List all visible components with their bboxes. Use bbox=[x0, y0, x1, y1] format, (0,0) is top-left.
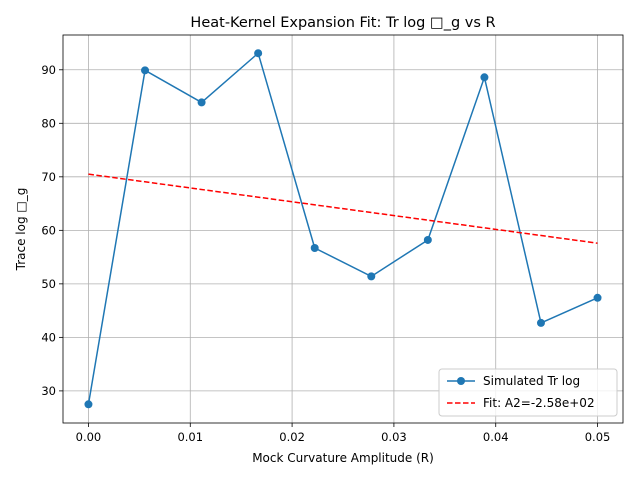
fit-line bbox=[88, 173, 598, 244]
data-point bbox=[423, 235, 432, 244]
data-point bbox=[536, 318, 545, 327]
y-tick-label: 90 bbox=[41, 63, 56, 77]
y-tick-label: 80 bbox=[41, 116, 56, 130]
legend-label-simulated: Simulated Tr log bbox=[483, 374, 580, 388]
data-point bbox=[141, 66, 150, 75]
plot-frame bbox=[62, 34, 624, 424]
x-tick-label: 0.02 bbox=[279, 430, 305, 444]
series-line bbox=[87, 51, 598, 405]
ticks: 0.00 0.01 0.02 0.03 0.04 0.05 30 40 50 60 70 80 90 bbox=[41, 63, 610, 444]
legend-marker-simulated bbox=[457, 377, 465, 385]
x-tick-label: 0.05 bbox=[585, 430, 611, 444]
legend-label-fit: Fit: A2=-2.58e+02 bbox=[483, 396, 595, 410]
y-tick-label: 40 bbox=[41, 330, 56, 344]
legend-box bbox=[438, 368, 618, 417]
y-tick-label: 50 bbox=[41, 277, 56, 291]
series-layer bbox=[84, 49, 602, 409]
legend: Simulated Tr log Fit: A2=-2.58e+02 bbox=[438, 368, 618, 417]
data-point bbox=[480, 73, 489, 82]
data-point bbox=[84, 400, 93, 409]
y-tick-label: 60 bbox=[41, 223, 56, 237]
x-tick-label: 0.04 bbox=[483, 430, 509, 444]
y-tick-label: 70 bbox=[41, 170, 56, 184]
y-tick-label: 30 bbox=[41, 384, 56, 398]
data-point bbox=[310, 243, 319, 252]
data-point bbox=[367, 272, 376, 281]
y-axis-label: Trace log □_g bbox=[14, 188, 28, 272]
data-point bbox=[254, 49, 263, 58]
x-tick-label: 0.03 bbox=[381, 430, 407, 444]
x-tick-label: 0.01 bbox=[177, 430, 203, 444]
x-tick-label: 0.00 bbox=[76, 430, 102, 444]
chart-title: Heat-Kernel Expansion Fit: Tr log □_g vs… bbox=[190, 15, 495, 31]
grid bbox=[63, 35, 623, 423]
data-point bbox=[197, 98, 206, 107]
x-axis-label: Mock Curvature Amplitude (R) bbox=[252, 451, 434, 465]
data-point bbox=[593, 293, 602, 302]
